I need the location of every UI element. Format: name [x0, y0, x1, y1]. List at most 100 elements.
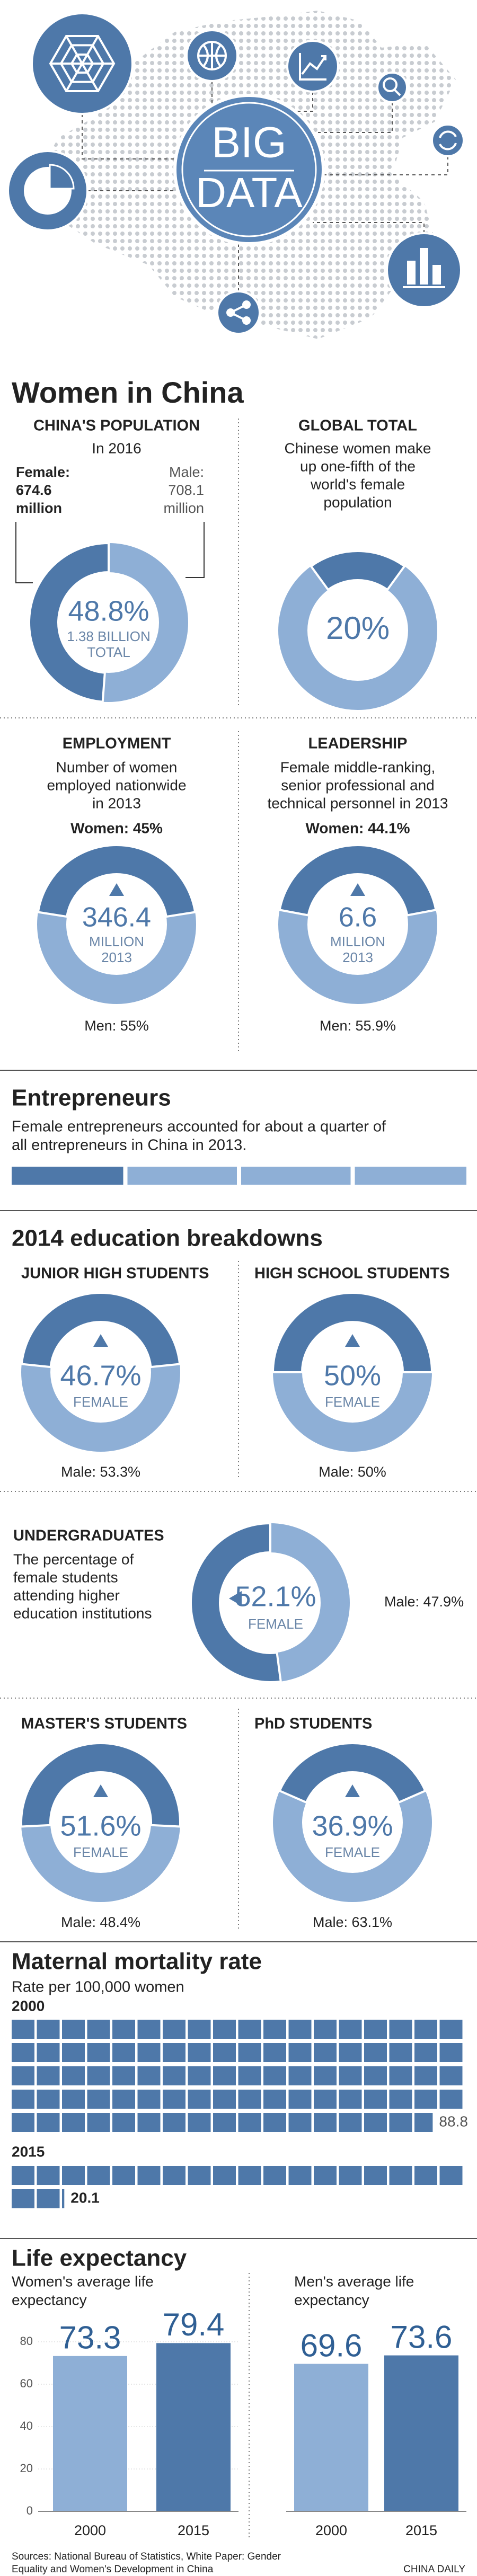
y-tick-label: 40 — [20, 2419, 33, 2432]
bottom-label: Male: 48.4% — [61, 1914, 140, 1930]
chart-title: UNDERGRADUATES — [13, 1527, 164, 1544]
chart-subtitle: employed nationwide — [47, 777, 186, 793]
center-label: FEMALE — [325, 1844, 380, 1860]
connector — [186, 522, 205, 578]
chart-title: LEADERSHIP — [308, 735, 408, 752]
chart-subtitle: senior professional and — [281, 777, 435, 793]
chart-subtitle: Number of women — [56, 759, 178, 775]
value-label: 73.6 — [391, 2319, 453, 2355]
x-tick-label: 2000 — [74, 2522, 106, 2538]
chart-title: JUNIOR HIGH STUDENTS — [21, 1265, 209, 1282]
chart-subtitle: expectancy — [12, 2291, 87, 2308]
chart-subtitle: education institutions — [13, 1605, 152, 1621]
value-label: Women: 45% — [70, 820, 163, 836]
bar — [384, 2355, 458, 2511]
chart-subtitle: Female middle-ranking, — [280, 759, 436, 775]
female-label: 674.6 — [16, 482, 52, 498]
connector — [15, 522, 33, 583]
chart-subtitle: Men's average life — [294, 2273, 414, 2289]
male-label: million — [163, 500, 204, 516]
female-label: Female: — [16, 464, 70, 480]
dividers — [0, 419, 477, 2538]
chart-subtitle: female students — [13, 1569, 118, 1585]
center-label: 1.38 BILLION — [67, 628, 151, 644]
triangle — [229, 1591, 242, 1606]
donut-arc — [20, 1742, 181, 1828]
page-title: Women in China — [12, 376, 244, 409]
value-label: 20% — [326, 610, 390, 646]
section-title: Entrepreneurs — [12, 1085, 171, 1111]
donut-arc — [28, 541, 110, 703]
chart-subtitle: up one-fifth of the — [300, 458, 416, 474]
chart-subtitle: attending higher — [13, 1587, 120, 1603]
value-label: 36.9% — [312, 1810, 393, 1842]
bar — [53, 2356, 127, 2511]
share-glyph — [226, 300, 251, 325]
value-label: 46.7% — [60, 1360, 141, 1391]
chart-glyph — [299, 53, 326, 81]
chart-title: EMPLOYMENT — [63, 735, 171, 752]
center-label: MILLION — [330, 934, 385, 949]
triangle — [93, 1784, 108, 1797]
chart-subtitle: Female entrepreneurs accounted for about… — [12, 1118, 386, 1135]
x-tick-label: 2015 — [178, 2522, 209, 2538]
male-label: 708.1 — [168, 482, 204, 498]
pie-glyph-wedge — [49, 164, 75, 190]
triangle — [345, 1334, 360, 1347]
web-glyph — [49, 35, 116, 92]
big-data-ring — [181, 102, 317, 237]
triangle — [109, 883, 124, 896]
bottom-label: Men: 55% — [84, 1018, 149, 1034]
chart-title: GLOBAL TOTAL — [298, 418, 417, 434]
chart-title: CHINA'S POPULATION — [33, 418, 200, 434]
value-label: 52.1% — [235, 1580, 316, 1612]
center-label: MILLION — [89, 934, 144, 949]
chart-title: MASTER'S STUDENTS — [21, 1716, 187, 1733]
icon-refresh — [431, 123, 465, 157]
big-text: BIG — [211, 119, 286, 167]
chart-subtitle: Women's average life — [12, 2273, 154, 2289]
value-label: 88.8 — [439, 2113, 468, 2129]
chart-title: PhD STUDENTS — [254, 1716, 372, 1733]
bottom-label: Male: 63.1% — [313, 1914, 392, 1930]
bottom-label: Men: 55.9% — [320, 1018, 396, 1034]
center-label: FEMALE — [325, 1394, 380, 1410]
chart-subtitle: Chinese women make — [284, 440, 431, 456]
section-title: Life expectancy — [12, 2245, 187, 2271]
chart-subtitle: expectancy — [294, 2291, 369, 2308]
y-tick-label: 0 — [26, 2504, 33, 2517]
bottom-label: Male: 47.9% — [384, 1594, 464, 1610]
female-label: million — [16, 500, 62, 516]
triangle — [93, 1334, 108, 1347]
section-title: 2014 education breakdowns — [12, 1225, 323, 1251]
bar — [12, 1167, 126, 1185]
male-label: Male: — [169, 464, 204, 480]
donut-arc — [271, 1292, 434, 1373]
globe-glyph — [197, 41, 227, 70]
center-value: 346.4 — [82, 902, 151, 933]
y-tick-label: 20 — [20, 2462, 33, 2475]
donut-arc — [37, 843, 197, 918]
bottom-label: Male: 50% — [319, 1464, 386, 1480]
chart-subtitle: Rate per 100,000 women — [12, 1979, 184, 1996]
section-title: Maternal mortality rate — [12, 1949, 262, 1975]
center-value: 6.6 — [339, 902, 377, 933]
header-graphic: BIG DATA — [7, 11, 465, 339]
connector — [82, 81, 448, 291]
chart-subtitle: technical personnel in 2013 — [268, 795, 448, 811]
data-text: DATA — [196, 169, 303, 216]
waffle-blocks — [12, 2020, 463, 2132]
center-label: FEMALE — [248, 1616, 303, 1632]
bars-glyph — [403, 248, 445, 288]
donut-arc — [278, 844, 437, 917]
chart-subtitle: in 2013 — [92, 795, 141, 811]
chart-subtitle: world's female — [310, 476, 405, 492]
donut-arc — [278, 1742, 427, 1804]
value-label: 69.6 — [301, 2328, 363, 2363]
y-tick-label: 80 — [20, 2334, 33, 2348]
bottom-label: Male: 53.3% — [61, 1464, 140, 1480]
center-label: FEMALE — [73, 1844, 128, 1860]
big-data-circle — [173, 94, 325, 245]
category-label: 2000 — [12, 1997, 45, 2014]
